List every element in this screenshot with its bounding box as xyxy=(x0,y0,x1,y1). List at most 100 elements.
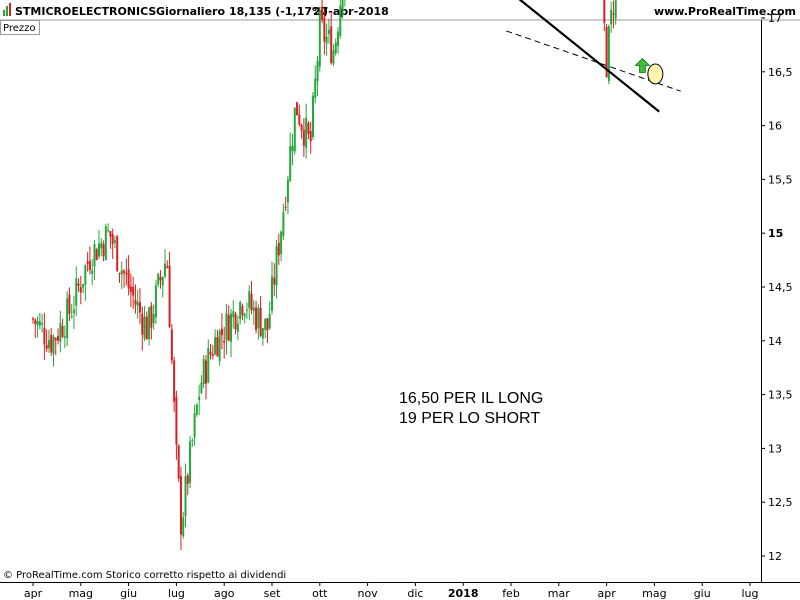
candle-body xyxy=(200,382,203,393)
y-tick-label: 14,5 xyxy=(768,281,793,294)
candle-body xyxy=(300,124,303,131)
candle-body xyxy=(302,129,305,146)
candle-body xyxy=(307,123,310,134)
candle-body xyxy=(318,11,321,67)
candle-body xyxy=(223,340,226,343)
candle-body xyxy=(184,476,187,516)
candle-body xyxy=(61,326,64,337)
site-link[interactable]: www.ProRealTime.com xyxy=(654,5,796,18)
candle-body xyxy=(241,305,244,316)
candle-body xyxy=(330,26,333,64)
candle-body xyxy=(289,146,292,181)
panel-label-box[interactable]: Prezzo xyxy=(0,20,40,35)
candle-body xyxy=(32,318,34,320)
candle-body xyxy=(239,302,242,319)
candle-body xyxy=(150,305,153,328)
candle-body xyxy=(141,313,144,335)
candle-body xyxy=(77,283,80,286)
candle-body xyxy=(107,230,110,232)
candle-body xyxy=(232,311,235,318)
candle-body xyxy=(63,336,66,338)
candle-body xyxy=(168,265,171,328)
x-tick-label: giu xyxy=(120,587,137,600)
candle-body xyxy=(113,240,116,243)
x-tick-label: nov xyxy=(357,587,378,600)
candle-body xyxy=(305,117,308,148)
candle-body xyxy=(230,313,233,342)
candle-body xyxy=(243,314,246,317)
candle-body xyxy=(143,316,146,339)
candle-body xyxy=(298,114,301,125)
candle-body xyxy=(334,42,337,54)
annotation-short: 19 PER LO SHORT xyxy=(399,410,540,427)
candle-body xyxy=(36,321,39,325)
candle-body xyxy=(257,307,260,328)
candle-body xyxy=(268,313,271,329)
candle-body xyxy=(132,286,135,296)
candle-body xyxy=(202,358,205,384)
candle-body xyxy=(296,102,299,116)
candle-body xyxy=(164,263,167,277)
candle-body xyxy=(234,313,237,330)
candle-body xyxy=(204,360,207,384)
candle-body xyxy=(198,396,201,401)
candle-body xyxy=(98,243,101,257)
candle-body xyxy=(100,242,103,249)
x-tick-label: set xyxy=(264,587,281,600)
x-tick-label: mag xyxy=(69,587,93,600)
candle-body xyxy=(250,293,253,311)
x-tick-label: giu xyxy=(694,587,711,600)
candle-body xyxy=(123,270,126,274)
candle-body xyxy=(59,323,62,342)
candle-body xyxy=(227,315,230,341)
candle-body xyxy=(314,78,317,98)
candle-body xyxy=(182,517,185,537)
candle-body xyxy=(138,302,141,313)
candle-body xyxy=(82,284,85,288)
candle-body xyxy=(286,179,289,203)
candle-body xyxy=(170,329,173,361)
candle-body xyxy=(118,273,121,275)
y-tick-label: 16 xyxy=(768,120,782,133)
x-tick-label: apr xyxy=(24,587,43,600)
candle-body xyxy=(195,404,198,415)
candle-body xyxy=(102,244,105,257)
markers xyxy=(634,57,664,85)
long-marker xyxy=(647,63,664,85)
candle-body xyxy=(66,298,69,339)
candle-body xyxy=(154,285,157,318)
candle-body xyxy=(134,300,137,305)
panel-label: Prezzo xyxy=(3,23,36,34)
candle-body xyxy=(41,323,44,325)
candle-body xyxy=(111,234,114,244)
candle-body xyxy=(95,249,98,261)
x-tick-label: mar xyxy=(548,587,570,600)
candle-body xyxy=(236,323,239,332)
candle-body xyxy=(332,50,335,64)
candle-body xyxy=(116,236,119,271)
candle-body xyxy=(157,273,160,285)
candle-body xyxy=(166,266,169,269)
candle-body xyxy=(225,313,228,340)
candle-body xyxy=(291,146,294,152)
candle-body xyxy=(127,269,130,289)
candle-body xyxy=(252,307,255,311)
candle-body xyxy=(109,230,112,237)
candle-body xyxy=(148,307,151,340)
x-tick-label: dic xyxy=(407,587,423,600)
candle-body xyxy=(125,273,128,275)
period-label: Giornaliero xyxy=(156,5,225,18)
candle-body xyxy=(266,318,269,331)
header-bar: STMICROELECTRONICS Giornaliero 18,135 (-… xyxy=(0,0,800,20)
candle-body xyxy=(70,316,73,318)
candle-body xyxy=(207,348,210,383)
x-tick-label: mag xyxy=(642,587,666,600)
candle-body xyxy=(177,445,180,479)
candle-body xyxy=(43,327,46,345)
candle-body xyxy=(211,354,214,356)
candle-body xyxy=(161,277,164,286)
candle-body xyxy=(321,6,324,20)
candle-body xyxy=(75,278,78,306)
candle-body xyxy=(152,314,155,324)
